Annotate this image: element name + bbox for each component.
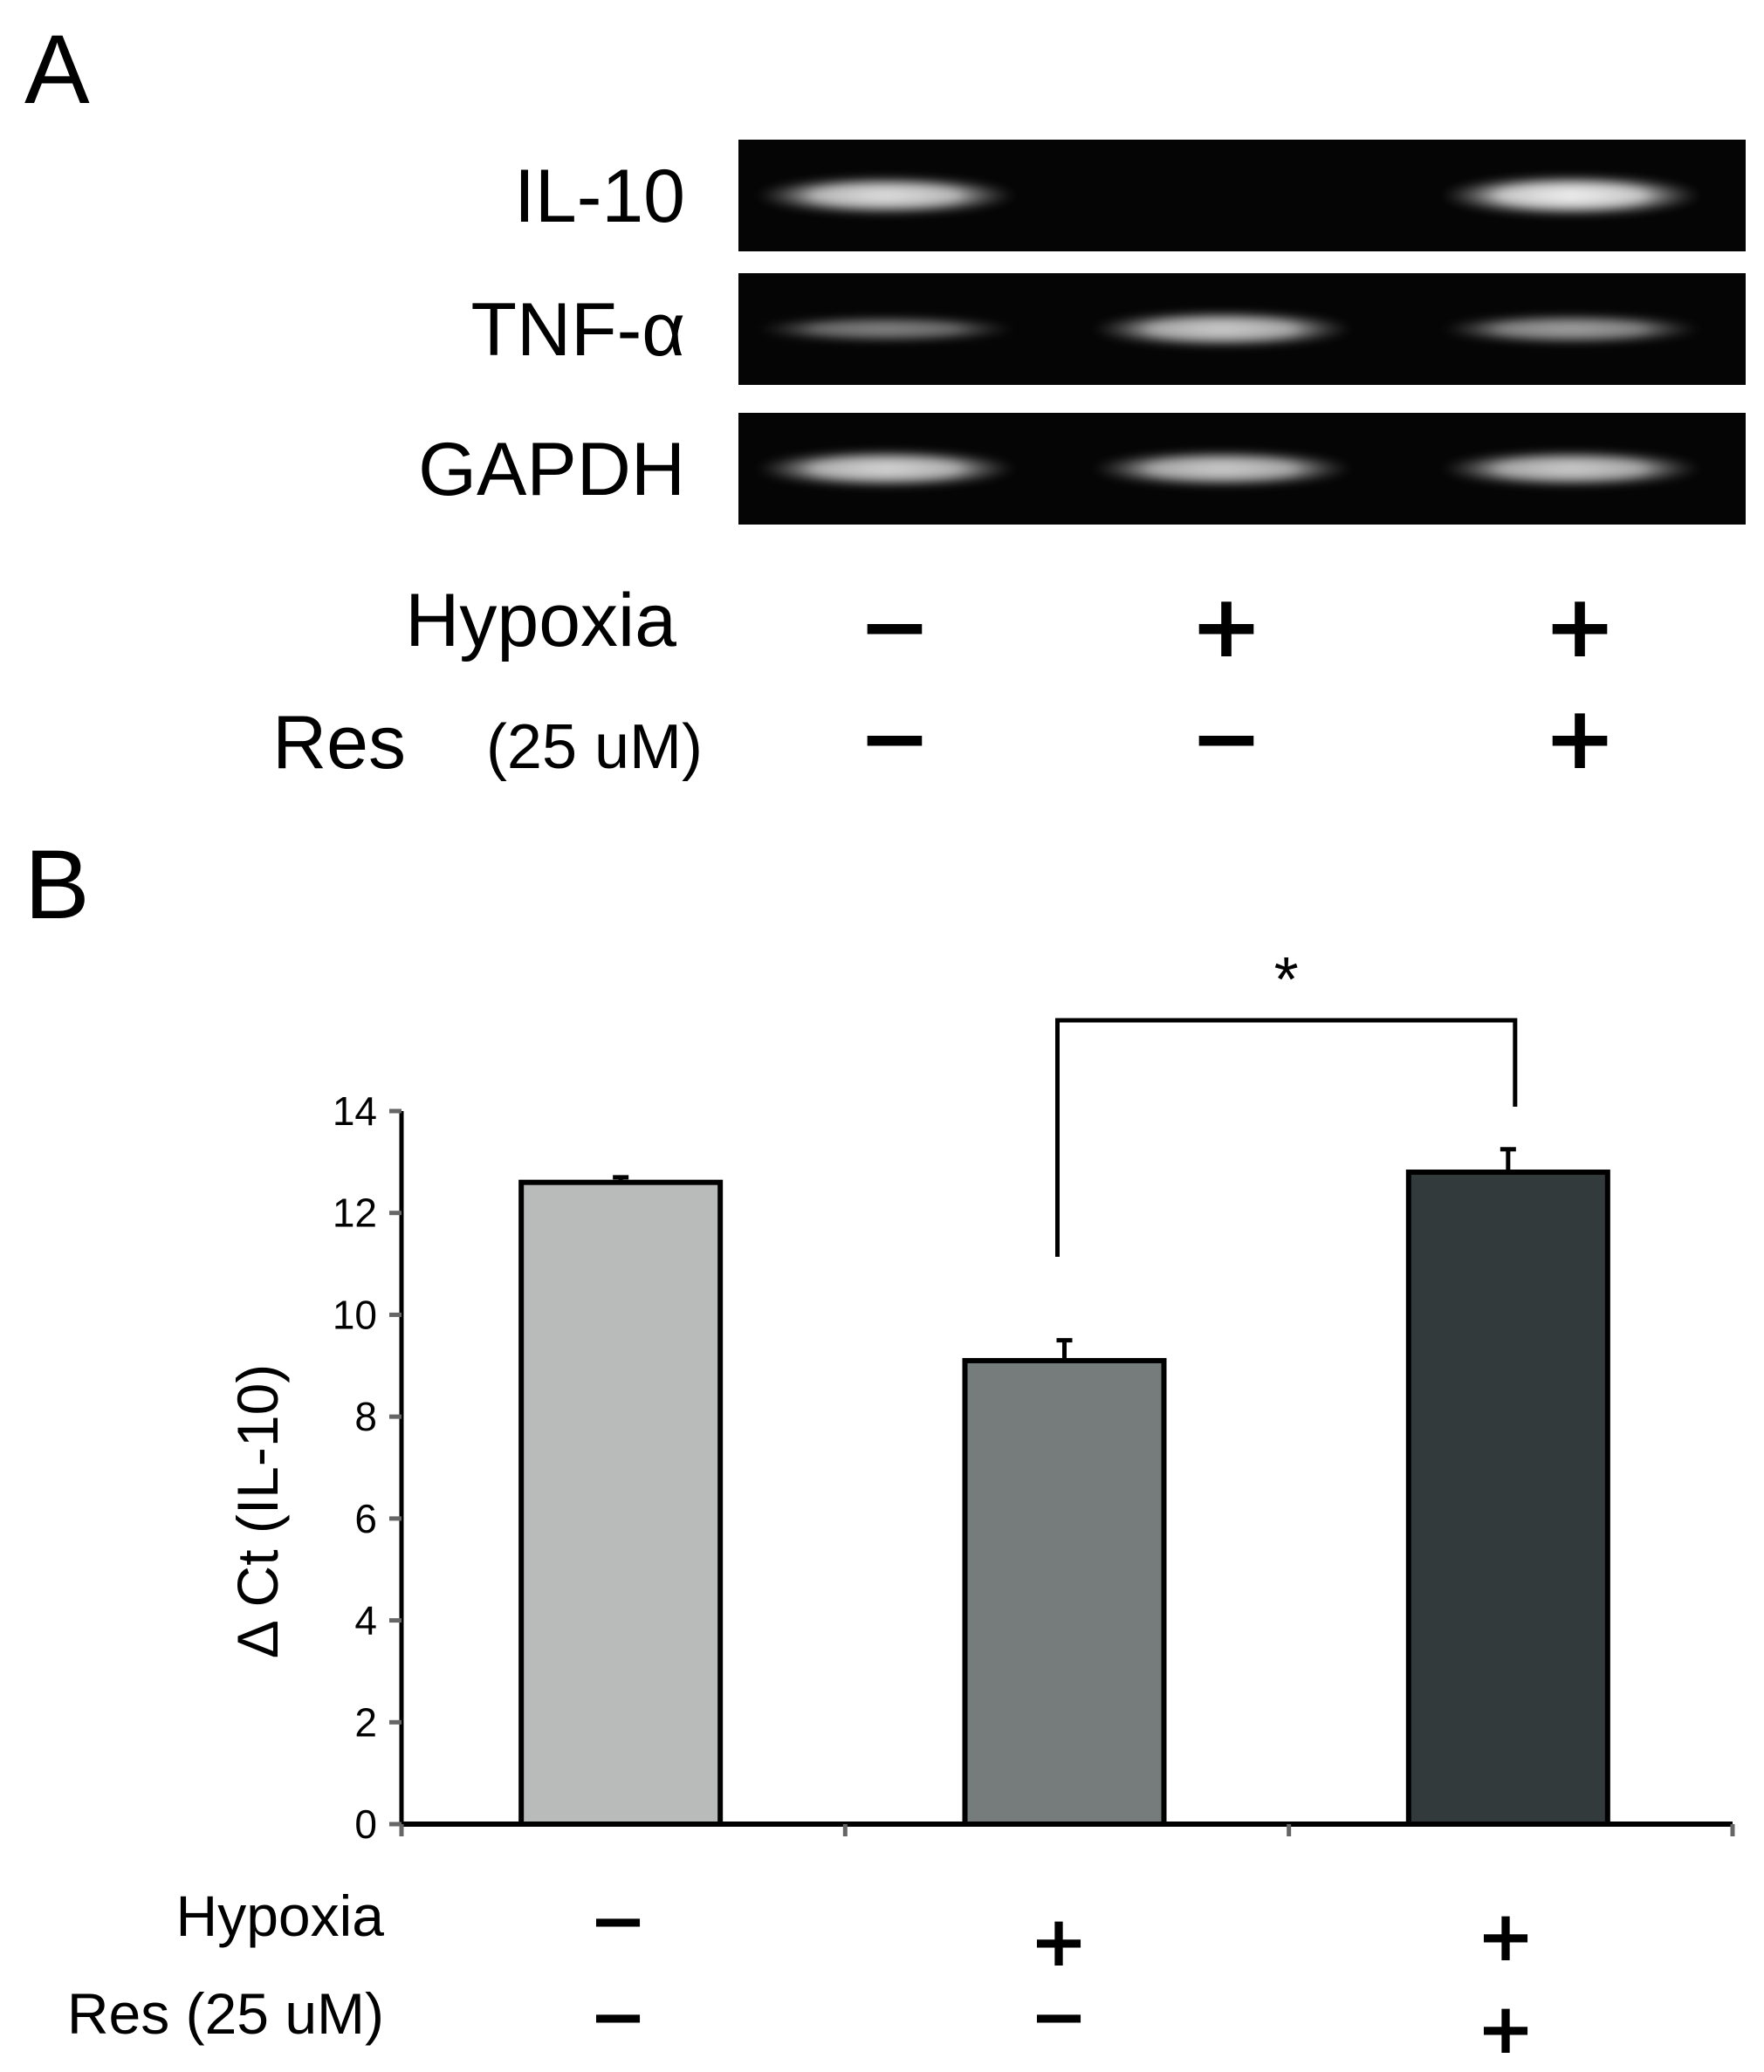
- plus-sign: +: [1190, 575, 1263, 677]
- y-tick-label: 8: [354, 1394, 377, 1439]
- gel-band: [1091, 310, 1353, 348]
- condition-row: Hypoxia − + +: [405, 575, 1616, 677]
- gel-row-1: TNF-α: [470, 273, 1746, 385]
- panel-a-letter: A: [24, 15, 90, 124]
- y-tick-label: 0: [354, 1801, 377, 1847]
- y-tick-label: 10: [333, 1292, 377, 1337]
- plus-sign: +: [1543, 575, 1616, 677]
- panel-b-conditions: Hypoxia − + +Res (25 uM) − − +: [67, 1880, 1535, 2069]
- y-tick-label: 12: [333, 1190, 377, 1236]
- panel-a-conditions: Hypoxia − + +Res (25 uM) − − +: [272, 575, 1616, 789]
- gel-row-0: IL-10: [514, 140, 1746, 251]
- condition-label: Hypoxia: [176, 1883, 385, 1948]
- minus-sign: −: [1029, 1976, 1088, 2057]
- condition-row: Res (25 uM) − − +: [67, 1976, 1535, 2069]
- gene-label: GAPDH: [418, 428, 685, 511]
- bar-0: [518, 1179, 724, 1827]
- gene-label: IL-10: [514, 154, 685, 238]
- condition-sublabel: (25 uM): [486, 712, 703, 782]
- gel-band: [1440, 313, 1702, 345]
- minus-sign: −: [588, 1976, 647, 2057]
- condition-label: Hypoxia: [405, 579, 676, 662]
- y-tick-label: 14: [333, 1088, 377, 1134]
- panel-b-letter: B: [24, 830, 90, 939]
- condition-row: Hypoxia − + +: [176, 1880, 1535, 1982]
- y-tick-label: 2: [354, 1699, 377, 1745]
- bar-chart: 0 2 4 6 8 10 12 14 Δ Ct (IL-10) *: [225, 945, 1735, 1847]
- gene-label: TNF-α: [470, 288, 685, 372]
- condition-label: Res: [272, 701, 406, 785]
- gel-band: [755, 449, 1017, 488]
- gel-band: [1440, 174, 1702, 217]
- gel-row-2: GAPDH: [418, 413, 1746, 525]
- minus-sign: −: [858, 575, 931, 677]
- y-axis-label: Δ Ct (IL-10): [225, 1364, 290, 1659]
- minus-sign: −: [588, 1880, 647, 1961]
- bar-2: [1405, 1170, 1610, 1827]
- y-tick-label: 6: [354, 1496, 377, 1541]
- plus-sign: +: [1543, 687, 1616, 789]
- significance-bracket: *: [1055, 945, 1518, 1257]
- gel-band: [1440, 449, 1702, 488]
- gel-image: IL-10 TNF-α GAPDH: [418, 140, 1746, 525]
- y-tick-label: 4: [354, 1598, 377, 1643]
- plus-sign: +: [1029, 1901, 1088, 1982]
- significance-asterisk: *: [1274, 945, 1299, 1015]
- plus-sign: +: [1476, 1988, 1534, 2069]
- gel-band: [755, 315, 1017, 343]
- minus-sign: −: [858, 687, 931, 789]
- bar-1: [962, 1357, 1167, 1827]
- plus-sign: +: [1476, 1896, 1534, 1977]
- condition-row: Res (25 uM) − − +: [272, 687, 1616, 789]
- minus-sign: −: [1190, 687, 1263, 789]
- gel-band: [1091, 449, 1353, 488]
- gel-band: [755, 175, 1017, 216]
- condition-label: Res (25 uM): [67, 1981, 384, 2046]
